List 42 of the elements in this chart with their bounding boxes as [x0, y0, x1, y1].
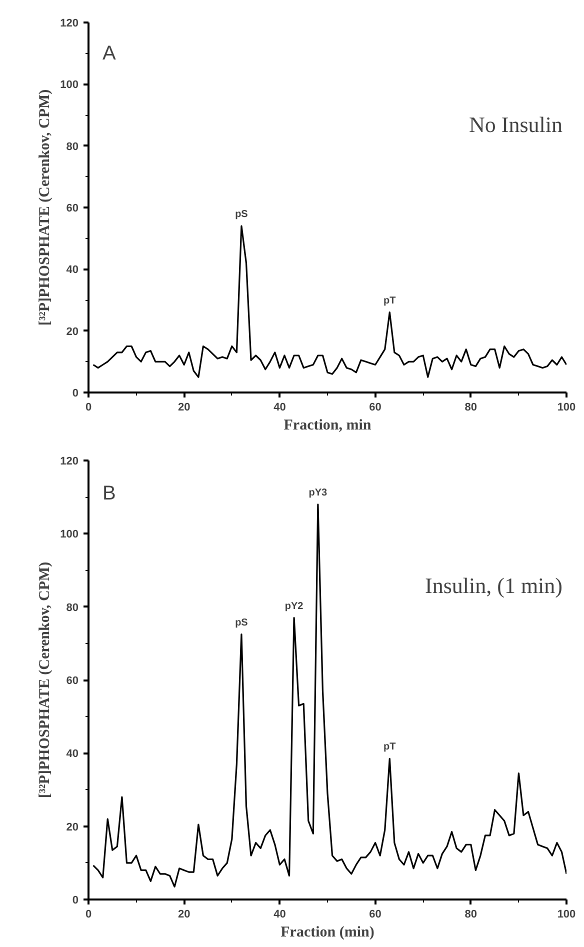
- x-tick-label: 80: [464, 402, 478, 414]
- x-tick-label: 0: [85, 402, 92, 414]
- x-tick-label: 40: [274, 402, 286, 414]
- x-tick-label: 80: [464, 908, 478, 920]
- y-tick-label: 120: [60, 456, 79, 468]
- y-tick-label: 80: [66, 602, 79, 614]
- y-tick-label: 80: [66, 140, 79, 153]
- x-axis-title: Fraction (min): [280, 924, 374, 940]
- annotation: No Insulin: [469, 112, 562, 138]
- x-tick-label: 0: [85, 908, 92, 920]
- x-tick-label: 20: [178, 402, 190, 414]
- y-tick-label: 20: [66, 821, 79, 834]
- y-tick-label: 100: [60, 528, 79, 541]
- annotation: pS: [235, 617, 248, 628]
- annotation: Insulin, (1 min): [425, 572, 563, 598]
- x-tick-label: 60: [369, 402, 382, 414]
- y-tick-label: 60: [66, 202, 79, 214]
- annotation: pT: [384, 295, 396, 306]
- annotation: pT: [384, 742, 396, 753]
- x-tick-label: 100: [557, 402, 576, 414]
- annotation: pY2: [284, 600, 304, 612]
- x-tick-label: 40: [274, 908, 286, 920]
- y-tick-label: 0: [72, 894, 79, 906]
- y-tick-label: 120: [60, 18, 79, 30]
- annotation: A: [102, 42, 116, 64]
- x-tick-label: 100: [557, 908, 576, 920]
- y-tick-label: 0: [72, 388, 79, 400]
- y-tick-label: 40: [66, 264, 79, 276]
- y-tick-label: 60: [66, 675, 79, 687]
- x-tick-label: 20: [178, 908, 190, 920]
- line-series: [92, 225, 566, 378]
- y-tick-label: 20: [66, 326, 79, 338]
- line-series: [92, 504, 566, 888]
- annotation: pS: [235, 209, 248, 220]
- y-tick-label: 40: [66, 748, 79, 760]
- y-axis-title: [³²P]PHOSPHATE (Cerenkov, CPM): [37, 89, 54, 326]
- y-tick-label: 100: [60, 79, 79, 92]
- annotation: pY3: [308, 487, 328, 498]
- annotation: B: [102, 482, 116, 504]
- x-tick-label: 60: [369, 908, 382, 920]
- y-axis-title: [³²P]PHOSPHATE (Cerenkov, CPM): [37, 562, 54, 798]
- x-axis-title: Fraction, min: [284, 418, 372, 434]
